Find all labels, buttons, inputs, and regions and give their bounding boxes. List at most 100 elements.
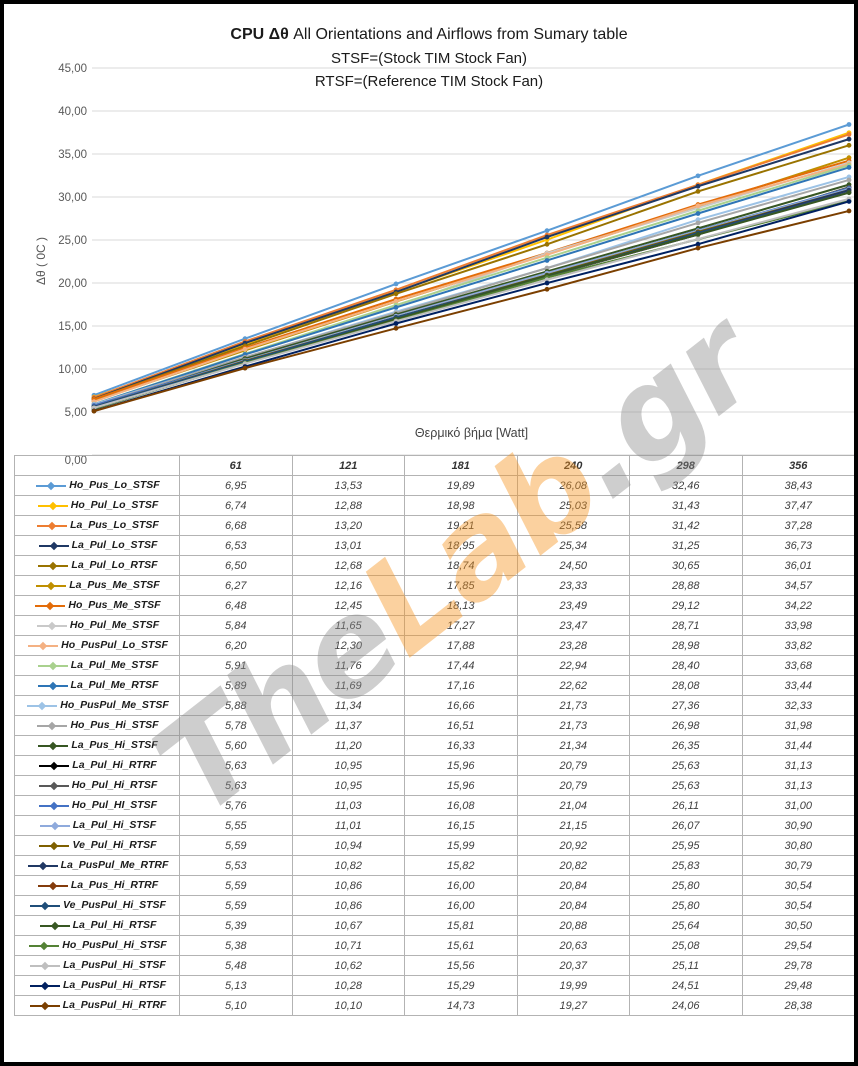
- data-table: 61 121 181 240 298 356 Ho_Pus_Lo_STSF 6,95 13,5…: [14, 455, 854, 1016]
- value-cell: 29,54: [741, 935, 854, 956]
- value-cell: 23,28: [516, 635, 630, 656]
- value-cell: 32,33: [741, 695, 854, 716]
- series-legend-cell: La_Pus_Hi_RTRF: [14, 875, 180, 896]
- value-cell: 5,10: [179, 995, 293, 1016]
- value-cell: 19,99: [516, 975, 630, 996]
- value-cell: 20,84: [516, 875, 630, 896]
- value-cell: 25,34: [516, 535, 630, 556]
- data-point-marker: [393, 325, 399, 331]
- value-cell: 30,54: [741, 895, 854, 916]
- value-cell: 6,50: [179, 555, 293, 576]
- y-tick-label: 5,00: [65, 407, 87, 419]
- value-cell: 22,94: [516, 655, 630, 676]
- value-cell: 6,95: [179, 475, 293, 496]
- table-row: Ve_Pul_Hi_RTSF 5,59 10,94 15,99 20,92 25,95 30…: [14, 835, 854, 856]
- table-row: Ho_Pus_Me_STSF 6,48 12,45 18,13 23,49 29,12 34…: [14, 595, 854, 616]
- series-name: Ho_PusPul_Me_STSF: [60, 699, 169, 712]
- series-line-La_PusPul_Hi_RTSF: [93, 200, 850, 412]
- value-cell: 18,98: [404, 495, 518, 516]
- value-cell: 11,37: [291, 715, 405, 736]
- value-cell: 30,54: [741, 875, 854, 896]
- value-cell: 17,27: [404, 615, 518, 636]
- table-row: La_Pus_Hi_RTRF 5,59 10,86 16,00 20,84 25,80 30…: [14, 875, 854, 896]
- value-cell: 25,63: [629, 775, 743, 796]
- value-cell: 11,65: [291, 615, 405, 636]
- value-cell: 5,59: [179, 895, 293, 916]
- table-row: La_Pul_Lo_RTSF 6,50 12,68 18,74 24,50 30,65 36…: [14, 555, 854, 576]
- legend-line-marker-icon: [29, 941, 60, 951]
- value-cell: 36,01: [741, 555, 854, 576]
- value-cell: 19,21: [404, 515, 518, 536]
- value-cell: 24,51: [629, 975, 743, 996]
- value-cell: 5,78: [179, 715, 293, 736]
- table-row: La_PusPul_Me_RTRF 5,53 10,82 15,82 20,82 25,8…: [14, 855, 854, 876]
- value-cell: 30,65: [629, 555, 743, 576]
- value-cell: 20,79: [516, 755, 630, 776]
- series-legend-cell: La_Pus_Me_STSF: [14, 575, 180, 596]
- legend-line-marker-icon: [27, 701, 58, 711]
- value-cell: 22,62: [516, 675, 630, 696]
- table-row: Ho_Pul_Hi_RTSF 5,63 10,95 15,96 20,79 25,63 31…: [14, 775, 854, 796]
- value-cell: 5,53: [179, 855, 293, 876]
- value-cell: 5,88: [179, 695, 293, 716]
- value-cell: 24,50: [516, 555, 630, 576]
- value-cell: 19,89: [404, 475, 518, 496]
- series-legend-cell: Ho_Pul_Me_STSF: [14, 615, 180, 636]
- value-cell: 33,68: [741, 655, 854, 676]
- data-point-marker: [695, 189, 701, 194]
- series-name: Ho_Pus_Me_STSF: [68, 599, 161, 612]
- series-legend-cell: Ho_Pus_Hi_STSF: [14, 715, 180, 736]
- value-cell: 5,55: [179, 815, 293, 836]
- data-point-marker: [846, 131, 852, 137]
- series-name: La_Pus_Lo_STSF: [70, 519, 159, 532]
- series-legend-cell: Ho_PusPul_Lo_STSF: [14, 635, 180, 656]
- series-name: La_Pul_Me_RTSF: [70, 679, 159, 692]
- value-cell: 36,73: [741, 535, 854, 556]
- value-cell: 31,42: [629, 515, 743, 536]
- data-point-marker: [846, 136, 852, 142]
- legend-line-marker-icon: [27, 861, 58, 871]
- value-cell: 29,78: [741, 955, 854, 976]
- value-cell: 6,68: [179, 515, 293, 536]
- value-cell: 6,27: [179, 575, 293, 596]
- column-header: 61: [179, 455, 293, 476]
- data-point-marker: [695, 183, 701, 189]
- legend-line-marker-icon: [37, 661, 68, 671]
- chart-title-block: CPU Δθ All Orientations and Airflows fro…: [4, 26, 854, 90]
- column-header: 356: [741, 455, 854, 476]
- value-cell: 28,98: [629, 635, 743, 656]
- y-tick-label: 25,00: [58, 235, 87, 247]
- value-cell: 12,45: [291, 595, 405, 616]
- y-tick-label: 10,00: [58, 364, 87, 376]
- value-cell: 20,37: [516, 955, 630, 976]
- series-legend-cell: La_Pul_Lo_RTSF: [14, 555, 180, 576]
- legend-line-marker-icon: [38, 801, 69, 811]
- value-cell: 28,08: [629, 675, 743, 696]
- legend-line-marker-icon: [30, 961, 61, 971]
- value-cell: 12,30: [291, 635, 405, 656]
- table-row: La_Pus_Lo_STSF 6,68 13,20 19,21 25,58 31,42 37…: [14, 515, 854, 536]
- value-cell: 16,00: [404, 895, 518, 916]
- value-cell: 20,88: [516, 915, 630, 936]
- value-cell: 33,98: [741, 615, 854, 636]
- legend-line-marker-icon: [38, 541, 69, 551]
- y-tick-label: 35,00: [58, 149, 87, 161]
- value-cell: 26,07: [629, 815, 743, 836]
- value-cell: 16,00: [404, 875, 518, 896]
- value-cell: 25,58: [516, 515, 630, 536]
- series-line-Ho_Pus_Me_STSF: [93, 159, 850, 401]
- value-cell: 25,11: [629, 955, 743, 976]
- table-row: La_Pul_Hi_RTRF 5,63 10,95 15,96 20,79 25,63 31…: [14, 755, 854, 776]
- value-cell: 31,98: [741, 715, 854, 736]
- value-cell: 14,73: [404, 995, 518, 1016]
- value-cell: 21,34: [516, 735, 630, 756]
- y-tick-label: 15,00: [58, 321, 87, 333]
- column-header: 181: [404, 455, 518, 476]
- table-row: La_Pul_Hi_STSF 5,55 11,01 16,15 21,15 26,07 30…: [14, 815, 854, 836]
- table-row: Ho_PusPul_Me_STSF 5,88 11,34 16,66 21,73 27,3…: [14, 695, 854, 716]
- value-cell: 34,22: [741, 595, 854, 616]
- value-cell: 34,57: [741, 575, 854, 596]
- series-name: Ho_Pul_Lo_STSF: [70, 499, 159, 512]
- data-point-marker: [846, 190, 852, 196]
- chart-title-bold: CPU Δθ: [230, 26, 289, 43]
